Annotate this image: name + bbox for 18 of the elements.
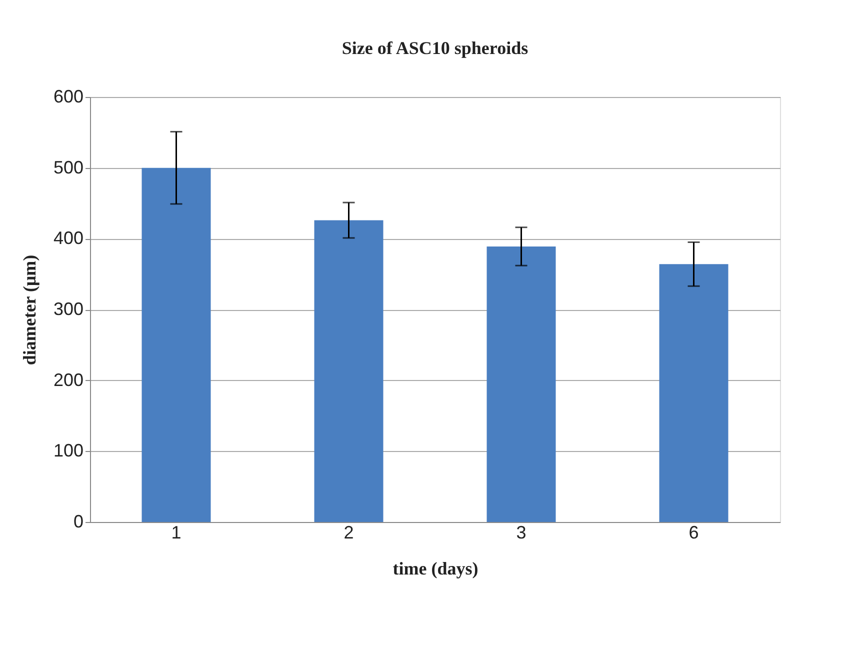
y-tick-label: 500 — [53, 157, 84, 178]
y-axis-title: diameter (μm) — [19, 254, 40, 366]
x-tick-label: 6 — [688, 522, 699, 542]
bar — [314, 220, 384, 522]
chart-title: Size of ASC10 spheroids — [342, 38, 528, 58]
y-tick-label: 200 — [53, 370, 84, 390]
y-tick-label: 400 — [53, 228, 84, 248]
x-tick-label: 1 — [171, 522, 182, 542]
y-tick-label: 600 — [53, 86, 84, 106]
y-tick-label: 300 — [53, 299, 84, 319]
y-tick-label: 0 — [73, 512, 84, 532]
x-axis-title: time (days) — [392, 558, 478, 578]
bar — [659, 264, 728, 522]
bar — [142, 168, 211, 522]
y-tick-label: 100 — [53, 440, 84, 461]
x-tick-label: 2 — [344, 522, 354, 542]
x-tick-label: 3 — [516, 522, 526, 542]
bar — [486, 246, 556, 522]
